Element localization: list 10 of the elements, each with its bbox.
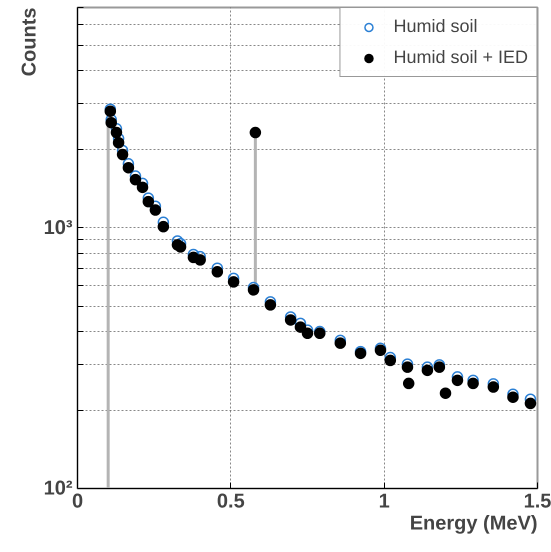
y-tick-label: 10³ xyxy=(44,216,73,239)
x-tick-label: 0 xyxy=(72,490,84,512)
x-tick-label: 0.5 xyxy=(216,490,245,512)
legend-label: Humid soil + IED xyxy=(393,47,528,68)
x-tick-label: 1.5 xyxy=(524,490,551,512)
y-axis-title: Counts xyxy=(18,7,40,76)
x-tick-label: 1 xyxy=(378,490,390,512)
legend-label: Humid soil xyxy=(393,16,478,37)
y-tick-label: 10² xyxy=(44,478,73,500)
x-axis-title: Energy (MeV) xyxy=(410,512,538,534)
